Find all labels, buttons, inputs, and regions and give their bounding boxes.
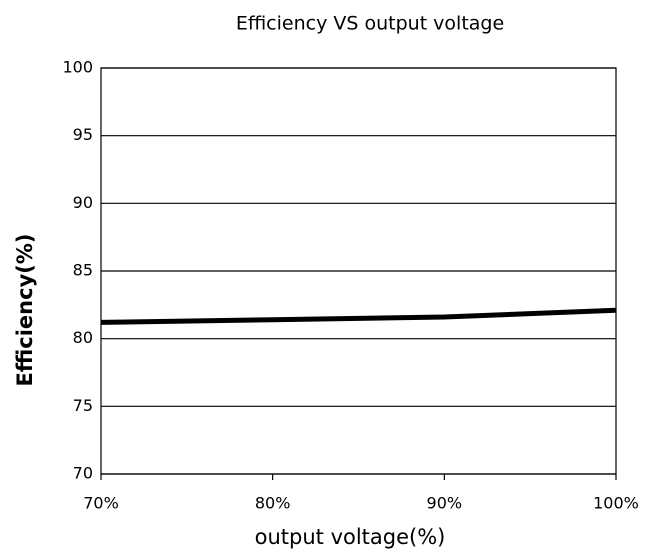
- x-axis-label: output voltage(%): [255, 525, 446, 549]
- x-tick-label: 70%: [83, 494, 119, 513]
- x-tick-label: 90%: [427, 494, 463, 513]
- data-line: [100, 307, 617, 325]
- y-tick-label: 70: [73, 464, 93, 483]
- x-tick-label: 80%: [255, 494, 291, 513]
- y-tick-label: 80: [73, 328, 93, 347]
- y-tick-label: 90: [73, 193, 93, 212]
- y-axis-label: Efficiency(%): [13, 234, 37, 387]
- y-tick-label: 95: [73, 125, 93, 144]
- plot-frame: [100, 67, 617, 475]
- chart-title: Efficiency VS output voltage: [236, 13, 504, 35]
- x-tick-label: 100%: [593, 494, 639, 513]
- y-tick-label: 100: [62, 58, 93, 77]
- y-tick-label: 75: [73, 396, 93, 415]
- y-tick-label: 85: [73, 261, 93, 280]
